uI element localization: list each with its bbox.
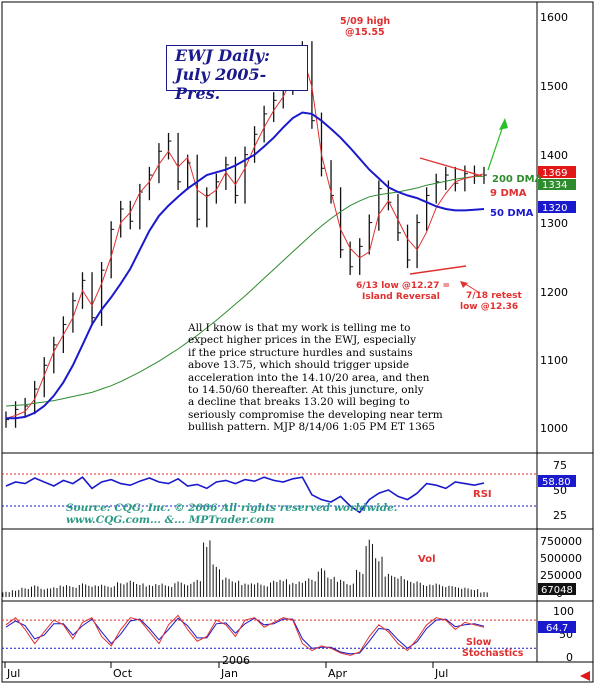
vol-label: Vol: [418, 554, 436, 565]
annotations: 5/09 high @15.55 200 DMA 9 DMA 50 DMA 6/…: [340, 16, 543, 312]
stoch-label-2: Stochastics: [462, 648, 524, 659]
x-tick-label: Jul: [6, 667, 20, 680]
price-y-ticks: 1000 1100 1200 1300 1400 1500 1600: [540, 11, 568, 435]
stoch-k-line: [5, 614, 485, 656]
ma50-value: 1320: [542, 203, 567, 214]
x-tick-label: Oct: [113, 667, 133, 680]
vol-y-ticks: 750000 500000 250000 0 67048: [538, 535, 582, 600]
annotation-high: 5/09 high: [340, 16, 390, 27]
y-tick-label: 1400: [540, 149, 568, 162]
annotation-9dma: 9 DMA: [490, 188, 527, 199]
ma200-value: 1334: [542, 180, 567, 191]
stoch-y-ticks: 100 50 0 64.7: [538, 605, 576, 664]
ma200-line: [5, 175, 484, 407]
annotation-high-value: @15.55: [345, 27, 385, 38]
ma50-line: [6, 111, 485, 420]
stoch-value: 64.7: [546, 623, 568, 634]
y-tick-label: 1000: [540, 422, 568, 435]
y-tick-label: 250000: [540, 569, 582, 582]
annotation-200dma: 200 DMA: [492, 174, 543, 185]
source-credit: Source: CQG, Inc. © 2006 All rights rese…: [66, 502, 397, 526]
x-tick-label: Jul: [434, 667, 448, 680]
annotation-retest: 7/18 retest: [466, 291, 523, 301]
projection-arrowhead: [499, 118, 508, 130]
rsi-line: [5, 476, 485, 514]
chart-title-box: EWJ Daily: July 2005-Pres.: [166, 45, 308, 103]
vol-value-box: [538, 583, 576, 595]
rsi-value: 58.80: [542, 477, 571, 488]
x-axis: Jul Oct Jan Apr Jul 2006: [4, 654, 448, 680]
resistance-line: [419, 157, 483, 177]
back-arrow-icon[interactable]: [580, 671, 590, 681]
vol-value: 67048: [541, 585, 573, 596]
price-axis-labels: 1369 1334 1320: [538, 166, 576, 214]
x-tick-label: Jan: [220, 667, 238, 680]
vol-panel: [2, 539, 488, 597]
y-tick-label: 0: [566, 651, 573, 664]
stoch-panel: [2, 614, 537, 656]
y-tick-label: 1100: [540, 354, 568, 367]
y-tick-label: 75: [553, 459, 567, 472]
stoch-label-1: Slow: [466, 637, 492, 648]
commentary-text: All I know is that my work is telling me…: [188, 322, 443, 434]
rsi-panel: [2, 473, 537, 514]
y-tick-label: 1200: [540, 286, 568, 299]
y-tick-label: 50: [553, 484, 567, 497]
stoch-value-box: [538, 621, 576, 633]
y-tick-label: 750000: [540, 535, 582, 548]
ma200-box: [538, 179, 576, 190]
rsi-label: RSI: [473, 489, 492, 500]
last-price-label: 1369: [542, 168, 567, 179]
chart-subtitle: July 2005-Pres.: [175, 65, 267, 103]
ma9-line: [5, 54, 485, 419]
retest-arrowhead: [460, 281, 468, 288]
y-tick-label: 500000: [540, 552, 582, 565]
y-tick-label: 1600: [540, 11, 568, 24]
annotation-island-2: Island Reversal: [362, 292, 440, 302]
y-tick-label: 100: [553, 605, 574, 618]
x-year-label: 2006: [222, 654, 250, 667]
rsi-value-box: [538, 475, 576, 487]
annotation-retest-2: low @12.36: [460, 302, 518, 312]
y-tick-label: 1300: [540, 217, 568, 230]
ma50-box: [538, 201, 576, 213]
annotation-island: 6/13 low @12.27 =: [356, 281, 450, 291]
y-tick-label: 25: [553, 509, 567, 522]
source-line-2: www.CQG.com... &... MPTrader.com: [66, 514, 275, 526]
last-price-box: [538, 166, 576, 178]
rsi-y-ticks: 75 50 25 58.80: [538, 459, 576, 522]
source-line-1: Source: CQG, Inc. © 2006 All rights rese…: [66, 502, 398, 514]
support-line: [409, 265, 467, 275]
annotation-50dma: 50 DMA: [490, 208, 534, 219]
x-tick-label: Apr: [328, 667, 348, 680]
stoch-d-line: [5, 617, 485, 655]
y-tick-label: 1500: [540, 80, 568, 93]
chart-title: EWJ Daily:: [175, 46, 270, 65]
